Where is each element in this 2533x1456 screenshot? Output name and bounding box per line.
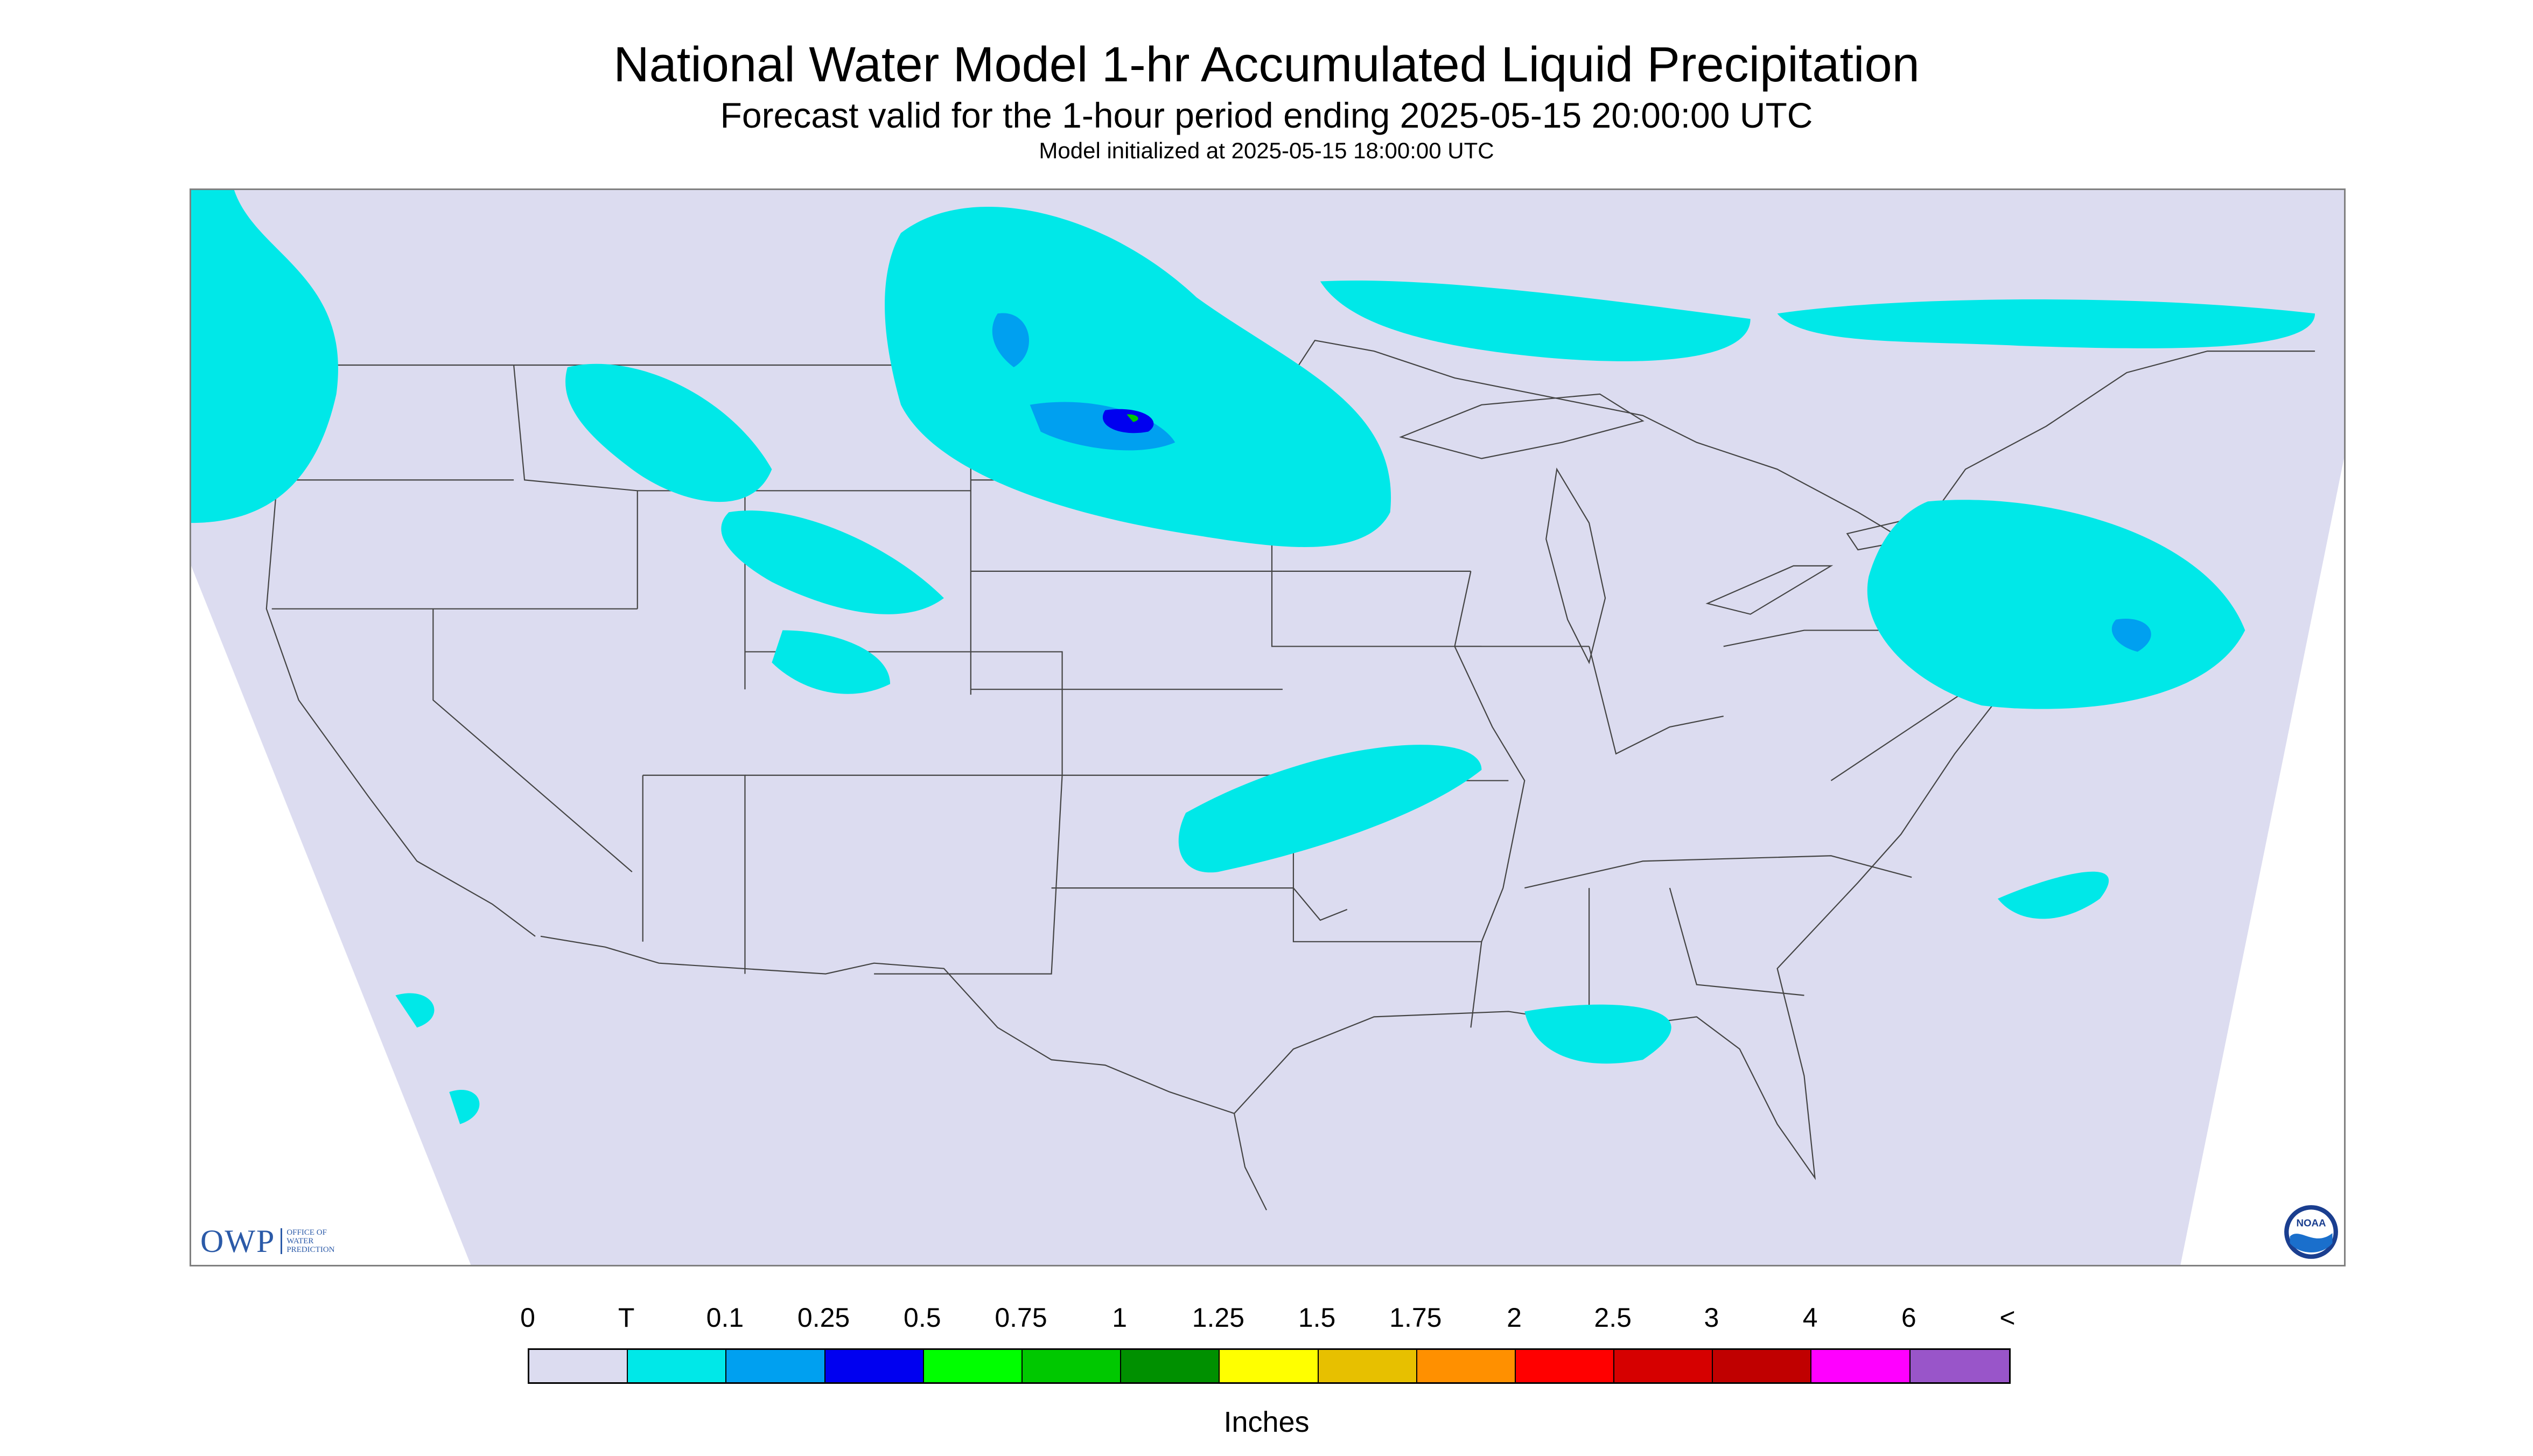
precip-area-pacific-northwest xyxy=(191,190,338,523)
precip-area-north-dakota-core xyxy=(1030,402,1175,451)
great-lakes-superior xyxy=(1399,393,1645,459)
legend-tick-label: < xyxy=(1999,1303,2016,1333)
precipitation-map xyxy=(190,188,2346,1266)
legend-labels: 0 T 0.1 0.25 0.5 0.75 1 1.25 1.5 1.75 2 2.5 3 4 6 < xyxy=(0,1302,2533,1334)
legend-swatch xyxy=(1811,1350,1911,1382)
coastline-west xyxy=(265,383,536,937)
state-line-nm-az xyxy=(642,774,746,974)
state-line-wi-il-in xyxy=(1454,646,1724,755)
owp-subtitle-line: WATER xyxy=(286,1237,314,1245)
legend-tick-label: 4 xyxy=(1802,1303,1818,1333)
precip-area-northern-plains xyxy=(885,207,1391,548)
noaa-logo-text: NOAA xyxy=(2296,1217,2326,1229)
legend-swatch xyxy=(1713,1350,1812,1382)
legend-units-label: Inches xyxy=(1223,1406,1310,1438)
state-line-southeast xyxy=(1524,855,1912,1028)
precip-area-baja xyxy=(395,993,480,1124)
precip-area-north-dakota-heavy xyxy=(1102,409,1154,433)
legend-tick-label: 1 xyxy=(1112,1303,1128,1333)
legend-swatch xyxy=(1121,1350,1220,1382)
state-line-ok-tx xyxy=(874,775,1348,975)
legend-swatch xyxy=(726,1350,825,1382)
legend-swatch xyxy=(923,1350,1023,1382)
legend-tick-label: 2 xyxy=(1507,1303,1522,1333)
legend-tick-label: 0.75 xyxy=(995,1303,1047,1333)
legend-tick-label: 3 xyxy=(1704,1303,1719,1333)
legend-swatch xyxy=(1614,1350,1713,1382)
forecast-valid-subtitle: Forecast valid for the 1-hour period end… xyxy=(720,95,1813,135)
state-line-nv-ca xyxy=(432,608,633,873)
precip-area-atlantic xyxy=(1997,871,2109,919)
precip-area-northeast-core xyxy=(2111,619,2151,652)
legend-swatch xyxy=(1417,1350,1516,1382)
legend-tick-label: 0.1 xyxy=(706,1303,744,1333)
legend-tick-label: 0 xyxy=(520,1303,535,1333)
legend-tick-label: 2.5 xyxy=(1594,1303,1632,1333)
great-lakes-michigan xyxy=(1545,467,1606,664)
precip-area-canada-north xyxy=(1320,280,1751,361)
precip-area-quebec xyxy=(1777,299,2315,348)
legend-tick-label: 0.5 xyxy=(904,1303,941,1333)
owp-subtitle-line: PREDICTION xyxy=(286,1245,335,1254)
legend-tick-label: 6 xyxy=(1901,1303,1916,1333)
precip-area-ozarks xyxy=(1178,745,1482,873)
map-title: National Water Model 1-hr Accumulated Li… xyxy=(613,37,1920,92)
owp-logo-text: OWP xyxy=(200,1223,276,1259)
legend-tick-label: 1.5 xyxy=(1298,1303,1336,1333)
precip-area-north-dakota-max xyxy=(1126,414,1138,422)
legend-swatch xyxy=(1220,1350,1319,1382)
legend-tick-label: 1.25 xyxy=(1192,1303,1245,1333)
state-line-ne-ks xyxy=(970,689,1293,776)
precip-area-wyoming xyxy=(721,510,944,614)
legend-colorbar xyxy=(528,1348,2011,1384)
legend-swatch xyxy=(825,1350,924,1382)
legend-swatch xyxy=(1910,1350,2009,1382)
legend-swatch xyxy=(628,1350,727,1382)
owp-logo-subtitle: OFFICE OF WATER PREDICTION xyxy=(281,1228,335,1254)
legend-tick-label: 0.25 xyxy=(797,1303,850,1333)
legend-swatch xyxy=(1318,1350,1417,1382)
legend-tick-label: 1.75 xyxy=(1389,1303,1442,1333)
precip-area-gulf-coast xyxy=(1524,1004,1671,1064)
legend-swatch xyxy=(529,1350,628,1382)
precip-area-northeast xyxy=(1867,500,2245,709)
noaa-logo: NOAA xyxy=(2284,1205,2338,1259)
precip-area-saskatchewan-core xyxy=(992,313,1030,368)
owp-logo: OWP OFFICE OF WATER PREDICTION xyxy=(200,1222,335,1260)
model-init-line: Model initialized at 2025-05-15 18:00:00… xyxy=(1039,138,1494,163)
state-line-co xyxy=(745,651,1063,776)
owp-subtitle-line: OFFICE OF xyxy=(286,1228,327,1237)
legend-tick-label: T xyxy=(618,1303,635,1333)
legend-swatch xyxy=(1022,1350,1122,1382)
precip-area-colorado xyxy=(772,630,891,694)
precipitation-areas xyxy=(191,190,2315,1124)
outside-domain-left xyxy=(191,565,471,1265)
legend-swatch xyxy=(1515,1350,1615,1382)
precip-area-idaho-montana xyxy=(565,363,772,502)
state-line-id xyxy=(513,365,638,609)
